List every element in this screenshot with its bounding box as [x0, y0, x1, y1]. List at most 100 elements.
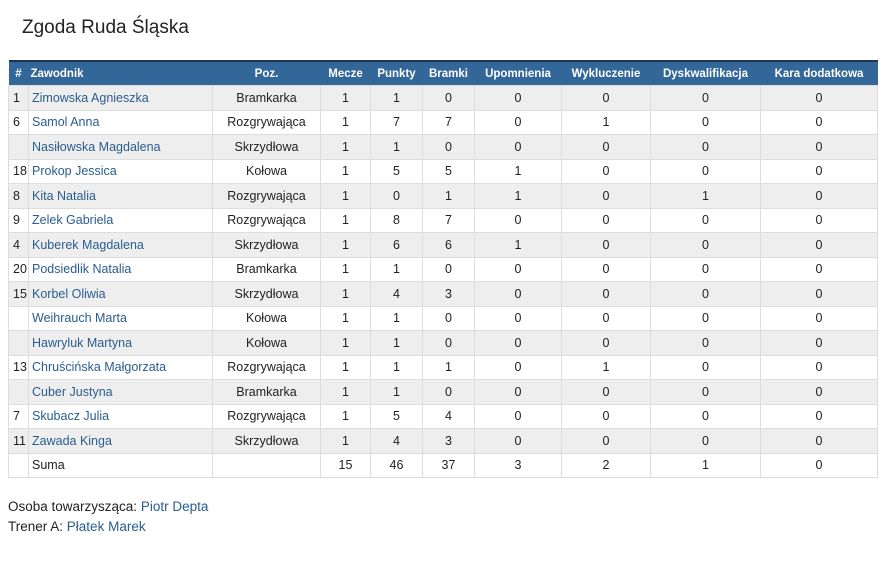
number-cell: 18 [8, 158, 29, 184]
stat-cell: 1 [474, 232, 562, 258]
player-link[interactable]: Zawada Kinga [32, 433, 112, 448]
player-row: 18 Prokop Jessica Kołowa 1 5 5 1 0 0 0 [8, 158, 878, 184]
stat-cell: 0 [760, 281, 878, 307]
stat-cell: 0 [760, 183, 878, 209]
stat-cell: 0 [474, 428, 562, 454]
column-header: Dyskwalifikacja [650, 61, 761, 86]
total-cell: 37 [422, 452, 475, 478]
stat-cell: 1 [320, 379, 371, 405]
player-link[interactable]: Zimowska Agnieszka [32, 90, 149, 105]
stat-cell: 1 [320, 256, 371, 282]
stat-cell: 1 [561, 109, 651, 135]
empty-cell [8, 305, 29, 331]
column-header: Kara dodatkowa [760, 61, 878, 86]
player-link[interactable]: Hawryluk Martyna [32, 335, 133, 350]
player-link[interactable]: Korbel Oliwia [32, 286, 106, 301]
stat-cell: 0 [760, 109, 878, 135]
player-link[interactable]: Nasiłowska Magdalena [32, 139, 161, 154]
stat-cell: 0 [422, 85, 475, 111]
player-row: Nasiłowska Magdalena Skrzydłowa 1 1 0 0 0 0 0 [8, 134, 878, 160]
number-cell: 20 [8, 256, 29, 282]
stat-cell: 4 [422, 403, 475, 429]
player-row: 20 Podsiedlik Natalia Bramkarka 1 1 0 0 0 0 0 [8, 256, 878, 282]
player-link[interactable]: Zelek Gabriela [32, 213, 114, 228]
stat-cell: 0 [561, 305, 651, 331]
stat-cell: 1 [320, 305, 371, 331]
stat-cell: 1 [320, 207, 371, 233]
stat-cell: 0 [760, 134, 878, 160]
stat-cell: 0 [650, 281, 761, 307]
stat-cell: 0 [474, 134, 562, 160]
player-link[interactable]: Prokop Jessica [32, 164, 117, 179]
column-header: Bramki [422, 61, 475, 86]
stat-cell: 0 [760, 428, 878, 454]
stat-cell: 0 [650, 354, 761, 380]
total-cell: 3 [474, 452, 562, 478]
stat-cell: 1 [320, 85, 371, 111]
empty-cell [212, 452, 321, 478]
stat-cell: 0 [650, 134, 761, 160]
total-cell: 1 [650, 452, 761, 478]
stat-cell: Skrzydłowa [212, 134, 321, 160]
stat-cell: Kołowa [212, 305, 321, 331]
coach-link[interactable]: Płatek Marek [66, 519, 146, 534]
stats-table: # Zawodnik Poz. Mecze Punkty Bramki Upomnienia… [8, 60, 878, 478]
player-row: Cuber Justyna Bramkarka 1 1 0 0 0 0 0 [8, 379, 878, 405]
stat-cell: 0 [561, 330, 651, 356]
stat-cell: 0 [760, 354, 878, 380]
player-row: 4 Kuberek Magdalena Skrzydłowa 1 6 6 1 0 0 0 [8, 232, 878, 258]
number-cell: 1 [8, 85, 29, 111]
column-header: # [8, 61, 29, 86]
player-link[interactable]: Samol Anna [32, 115, 100, 130]
stat-cell: 7 [370, 109, 423, 135]
stat-cell: Kołowa [212, 158, 321, 184]
stat-cell: Rozgrywająca [212, 183, 321, 209]
player-link[interactable]: Kita Natalia [32, 188, 96, 203]
column-header: Upomnienia [474, 61, 562, 86]
stat-cell: 0 [650, 207, 761, 233]
stat-cell: 0 [760, 232, 878, 258]
stat-cell: 1 [422, 183, 475, 209]
stat-cell: 1 [320, 183, 371, 209]
player-link[interactable]: Skubacz Julia [32, 409, 110, 424]
companion-link[interactable]: Piotr Depta [140, 499, 209, 514]
number-cell: 6 [8, 109, 29, 135]
table-body: 1 Zimowska Agnieszka Bramkarka 1 1 0 0 0 0 0 6 Samo… [8, 85, 878, 478]
stat-cell: Skrzydłowa [212, 281, 321, 307]
stat-cell: 1 [320, 281, 371, 307]
stat-cell: Kołowa [212, 330, 321, 356]
stat-cell: 0 [474, 207, 562, 233]
number-cell: 11 [8, 428, 29, 454]
player-row: 7 Skubacz Julia Rozgrywająca 1 5 4 0 0 0 0 [8, 403, 878, 429]
stat-cell: 4 [370, 281, 423, 307]
stat-cell: 3 [422, 281, 475, 307]
player-cell: Prokop Jessica [28, 158, 213, 184]
stat-cell: 1 [370, 330, 423, 356]
stat-cell: Bramkarka [212, 256, 321, 282]
stat-cell: 0 [650, 85, 761, 111]
player-link[interactable]: Kuberek Magdalena [32, 237, 144, 252]
column-header: Wykluczenie [561, 61, 651, 86]
stat-cell: 1 [370, 305, 423, 331]
stat-cell: 0 [760, 403, 878, 429]
player-cell: Skubacz Julia [28, 403, 213, 429]
stat-cell: 0 [760, 305, 878, 331]
stat-cell: 1 [370, 379, 423, 405]
player-link[interactable]: Podsiedlik Natalia [32, 262, 132, 277]
header-row: # Zawodnik Poz. Mecze Punkty Bramki Upomnienia… [8, 61, 878, 86]
stat-cell: 1 [370, 256, 423, 282]
companion-line: Osoba towarzysząca: Piotr Depta [8, 499, 208, 514]
stat-cell: 0 [561, 403, 651, 429]
stat-cell: 0 [561, 134, 651, 160]
player-cell: Hawryluk Martyna [28, 330, 213, 356]
number-cell: 8 [8, 183, 29, 209]
number-cell: 7 [8, 403, 29, 429]
player-link[interactable]: Weihrauch Marta [32, 311, 127, 326]
stat-cell: 0 [561, 256, 651, 282]
coach-label: Trener A: [8, 519, 64, 534]
stat-cell: 1 [650, 183, 761, 209]
total-cell: 0 [760, 452, 878, 478]
player-link[interactable]: Cuber Justyna [32, 384, 113, 399]
player-link[interactable]: Chruścińska Małgorzata [32, 360, 167, 375]
